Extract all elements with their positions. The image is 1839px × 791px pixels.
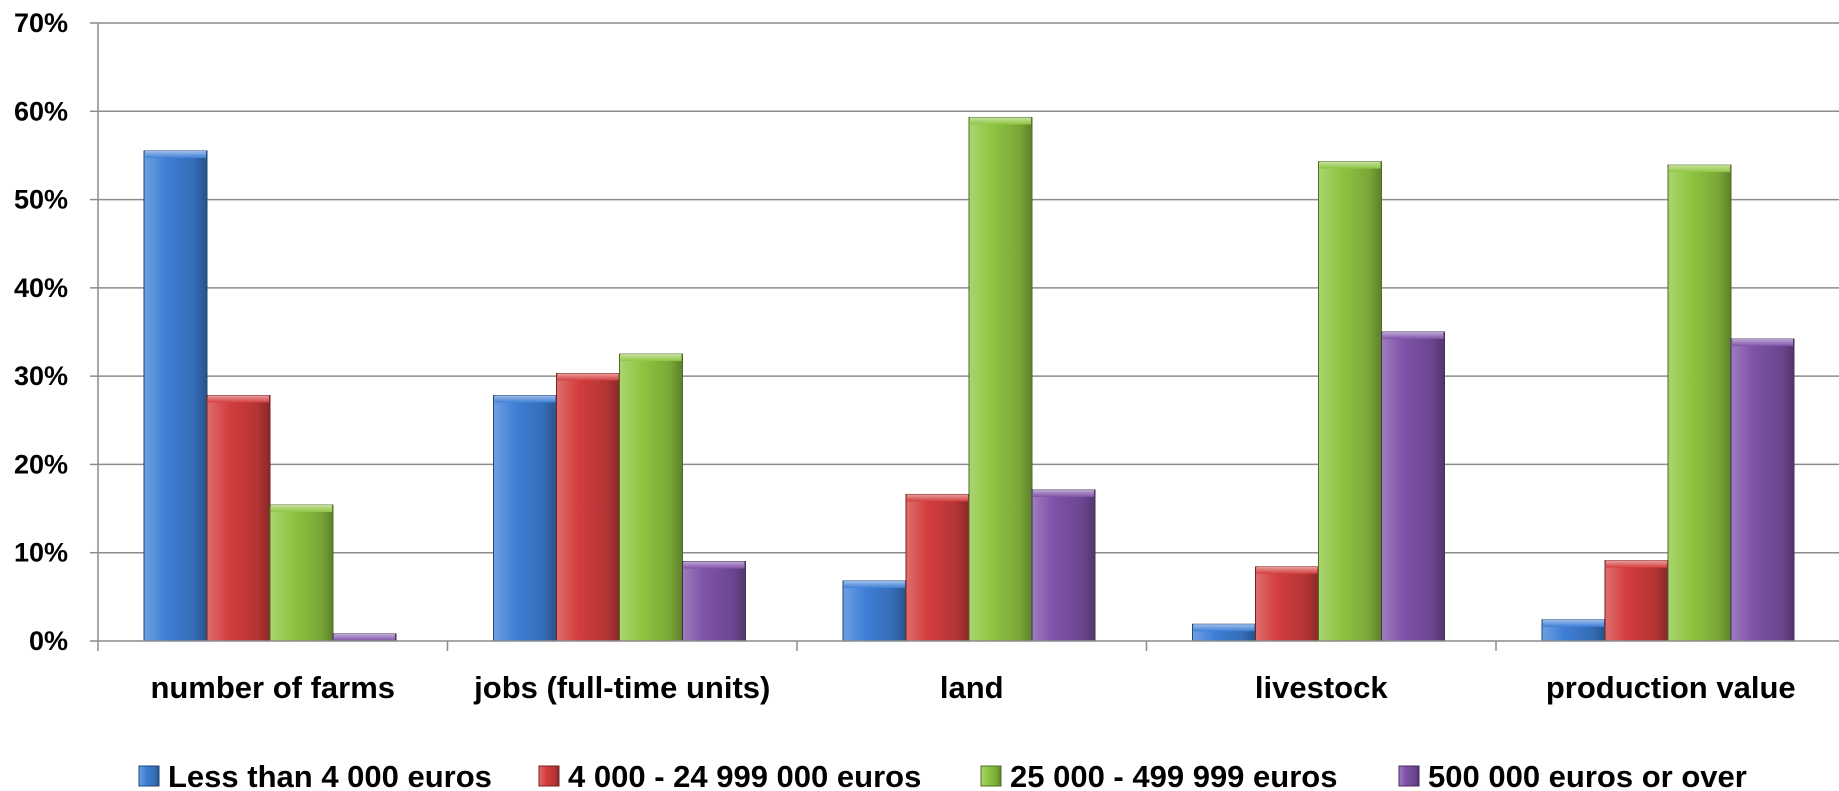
y-tick-label: 0% (29, 626, 68, 656)
legend-label: Less than 4 000 euros (168, 759, 492, 791)
bar-highlight (334, 633, 395, 641)
y-tick-label: 30% (14, 361, 68, 391)
bar-highlight (557, 373, 619, 381)
bar-highlight (208, 395, 269, 403)
bar-highlight (271, 505, 332, 513)
bar (269, 504, 334, 642)
bar-highlight (1193, 624, 1255, 632)
bar (556, 372, 620, 642)
bar (1667, 164, 1732, 642)
bar (1604, 560, 1669, 642)
y-tick-label: 50% (14, 185, 68, 215)
bar (143, 150, 208, 642)
y-tick-label: 60% (14, 96, 68, 126)
bar-highlight (494, 395, 556, 403)
legend-swatch (538, 765, 560, 787)
legend-label: 4 000 - 24 999 000 euros (568, 759, 921, 791)
x-tick-label: land (940, 670, 1004, 705)
bar (1730, 338, 1795, 642)
bar-highlight (844, 580, 905, 588)
bar (1255, 566, 1319, 642)
bar-highlight (683, 561, 745, 569)
legend: Less than 4 000 euros 4 000 - 24 999 000 … (138, 759, 1747, 791)
bar (1031, 489, 1096, 642)
bar-highlight (1669, 165, 1730, 173)
bar-highlight (620, 354, 682, 362)
legend-swatch (1398, 765, 1420, 787)
bar (1381, 331, 1445, 642)
bar-highlight (1732, 339, 1793, 347)
bar-highlight (1543, 619, 1604, 627)
x-tick-label: livestock (1255, 670, 1388, 705)
y-tick-label: 40% (14, 273, 68, 303)
y-tick-label: 20% (14, 449, 68, 479)
legend-label: 25 000 - 499 999 euros (1010, 759, 1337, 791)
bar-highlight (145, 151, 206, 159)
bar-highlight (1256, 566, 1318, 574)
bar (619, 353, 683, 642)
axes: 0% 10% 20% 30% 40% 50% 60% 70% number of farms jo… (14, 8, 1839, 705)
y-tick-label: 10% (14, 538, 68, 568)
bar (905, 493, 970, 642)
legend-label: 500 000 euros or over (1428, 759, 1747, 791)
bar-highlight (1606, 560, 1667, 568)
bar (1318, 161, 1382, 642)
bar (682, 561, 746, 642)
bars (143, 116, 1795, 642)
y-tick-label: 70% (14, 8, 68, 38)
legend-swatch (138, 765, 160, 787)
bar (968, 116, 1033, 642)
x-tick-label: number of farms (150, 670, 395, 705)
bar-highlight (970, 117, 1031, 125)
legend-swatch (980, 765, 1002, 787)
bar (493, 395, 557, 642)
bar (206, 395, 271, 642)
bar-highlight (1319, 161, 1381, 169)
x-tick-label: jobs (full-time units) (473, 670, 770, 705)
bar-highlight (1033, 490, 1094, 498)
bar-highlight (907, 494, 968, 502)
x-tick-label: production value (1546, 670, 1796, 705)
bar-highlight (1382, 332, 1444, 339)
bar (842, 580, 907, 642)
